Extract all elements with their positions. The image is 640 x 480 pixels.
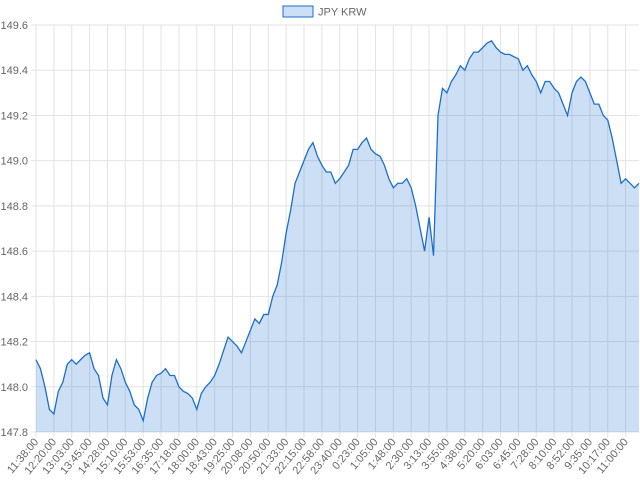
- y-tick-label: 148.2: [0, 337, 28, 349]
- legend-label: JPY KRW: [318, 7, 367, 19]
- y-tick-label: 149.2: [0, 110, 28, 122]
- y-tick-label: 148.8: [0, 201, 28, 213]
- legend-swatch: [282, 5, 314, 18]
- line: [35, 39, 640, 423]
- y-tick-label: 149.0: [0, 156, 28, 168]
- y-tick-label: 148.0: [0, 382, 28, 394]
- y-tick-label: 149.4: [0, 65, 28, 77]
- y-tick-label: 148.4: [0, 291, 28, 303]
- area: [36, 40, 639, 432]
- y-tick-label: 149.6: [0, 20, 28, 32]
- y-tick-label: 148.6: [0, 246, 28, 258]
- y-tick-label: 147.8: [0, 427, 28, 439]
